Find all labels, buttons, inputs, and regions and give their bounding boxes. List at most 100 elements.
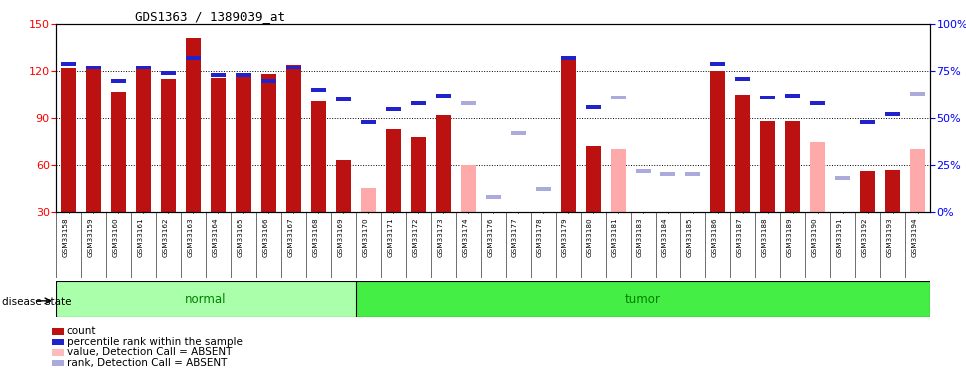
Text: GSM33180: GSM33180 (587, 217, 593, 257)
Bar (611, 149, 626, 259)
Bar (136, 68, 151, 259)
Bar (411, 101, 426, 105)
Text: value, Detection Call = ABSENT: value, Detection Call = ABSENT (67, 348, 232, 357)
Bar (461, 101, 475, 105)
Bar (636, 169, 650, 172)
Bar (760, 96, 776, 99)
Bar (585, 105, 601, 109)
Bar (910, 149, 925, 259)
Text: GSM33185: GSM33185 (687, 217, 693, 257)
Text: GSM33193: GSM33193 (887, 217, 893, 257)
Bar (286, 65, 300, 259)
Text: tumor: tumor (625, 292, 661, 306)
Text: GSM33188: GSM33188 (762, 217, 768, 257)
Bar (61, 68, 76, 259)
Bar (411, 137, 426, 259)
Text: GSM33174: GSM33174 (462, 217, 469, 257)
Text: GSM33178: GSM33178 (537, 217, 543, 257)
Bar (735, 95, 751, 259)
Bar (585, 146, 601, 259)
Text: GSM33159: GSM33159 (88, 217, 94, 257)
Text: GSM33162: GSM33162 (162, 217, 168, 257)
Text: GSM33189: GSM33189 (787, 217, 793, 257)
Bar (810, 142, 825, 259)
Bar (211, 73, 226, 77)
Bar (211, 78, 226, 259)
Bar (336, 98, 351, 101)
Bar (311, 101, 326, 259)
Bar (436, 115, 451, 259)
Bar (836, 236, 850, 259)
Text: GSM33166: GSM33166 (263, 217, 269, 257)
Bar (286, 66, 300, 69)
Bar (161, 71, 176, 75)
Bar (311, 88, 326, 92)
Bar (686, 224, 700, 259)
Text: GSM33169: GSM33169 (337, 217, 343, 257)
Text: GSM33170: GSM33170 (362, 217, 368, 257)
Bar (61, 62, 76, 66)
Bar (560, 56, 576, 60)
Bar (535, 224, 551, 259)
Text: GSM33191: GSM33191 (837, 217, 842, 257)
Text: normal: normal (185, 292, 227, 306)
Bar (535, 188, 551, 191)
Bar (785, 94, 801, 98)
Bar (86, 66, 101, 69)
Text: GSM33165: GSM33165 (238, 217, 243, 257)
Bar (885, 170, 900, 259)
Bar (236, 74, 251, 259)
Text: GSM33171: GSM33171 (387, 217, 393, 257)
Bar (261, 74, 276, 259)
Bar (385, 107, 401, 111)
Text: GSM33183: GSM33183 (637, 217, 643, 257)
Bar (836, 176, 850, 180)
Bar (661, 224, 675, 259)
Bar (686, 172, 700, 176)
Text: GSM33181: GSM33181 (612, 217, 618, 257)
Text: GSM33164: GSM33164 (213, 217, 218, 257)
Text: GSM33158: GSM33158 (63, 217, 69, 257)
Text: GSM33177: GSM33177 (512, 217, 518, 257)
Bar (735, 77, 751, 81)
Bar (710, 62, 725, 66)
Text: GSM33168: GSM33168 (312, 217, 319, 257)
Text: GSM33172: GSM33172 (412, 217, 418, 257)
Bar (710, 71, 725, 259)
Bar (861, 120, 875, 124)
Bar (336, 160, 351, 259)
Bar (785, 121, 801, 259)
Bar (56, 281, 355, 317)
Text: count: count (67, 327, 97, 336)
Text: disease state: disease state (2, 297, 71, 307)
Text: percentile rank within the sample: percentile rank within the sample (67, 337, 242, 347)
Text: rank, Detection Call = ABSENT: rank, Detection Call = ABSENT (67, 358, 227, 368)
Bar (185, 39, 201, 259)
Bar (86, 68, 101, 259)
Bar (486, 195, 500, 199)
Bar (185, 56, 201, 60)
Bar (810, 101, 825, 105)
Bar (560, 56, 576, 259)
Bar (436, 94, 451, 98)
Text: GSM33192: GSM33192 (862, 217, 867, 257)
Text: GSM33187: GSM33187 (737, 217, 743, 257)
Text: GSM33163: GSM33163 (187, 217, 193, 257)
Bar (611, 96, 626, 99)
Bar (111, 92, 126, 259)
Bar (861, 171, 875, 259)
Text: GSM33190: GSM33190 (811, 217, 818, 257)
Bar (111, 79, 126, 82)
Bar (355, 281, 930, 317)
Text: GSM33194: GSM33194 (912, 217, 918, 257)
Bar (461, 165, 475, 259)
Bar (261, 79, 276, 82)
Text: GSM33160: GSM33160 (112, 217, 119, 257)
Bar (486, 243, 500, 259)
Bar (910, 92, 925, 96)
Bar (385, 129, 401, 259)
Bar (360, 188, 376, 259)
Text: GSM33179: GSM33179 (562, 217, 568, 257)
Bar (661, 172, 675, 176)
Bar (136, 66, 151, 69)
